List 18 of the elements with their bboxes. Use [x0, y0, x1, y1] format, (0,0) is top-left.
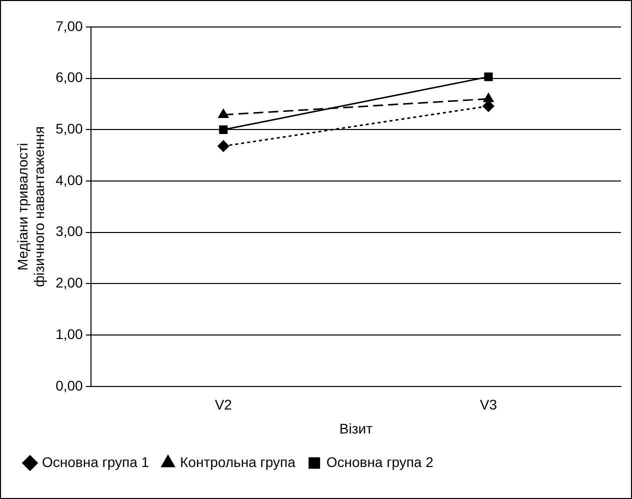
y-tick-label: 7,00	[56, 18, 84, 34]
x-tick-label: V3	[480, 396, 498, 413]
x-tick-label: V2	[214, 396, 232, 413]
point	[219, 125, 228, 134]
legend-label: Основна група 1	[42, 454, 150, 470]
y-tick-label: 6,00	[56, 69, 84, 86]
y-axis-title: Медіани тривалості фізичного навантаження	[14, 126, 48, 288]
y-tick-label: 1,00	[56, 326, 84, 342]
y-tick-label: 3,00	[56, 223, 84, 240]
y-tick-label: 2,00	[56, 274, 84, 291]
legend-label: Основна група 2	[326, 454, 434, 470]
y-tick-label: 5,00	[56, 120, 84, 137]
y-tick-label: 0,00	[56, 377, 84, 394]
point	[484, 72, 493, 82]
y-tick-label: 4,00	[56, 172, 84, 188]
legend-label: Контрольна група	[180, 454, 296, 470]
x-axis-title: Візит	[339, 420, 374, 436]
point	[218, 140, 230, 152]
